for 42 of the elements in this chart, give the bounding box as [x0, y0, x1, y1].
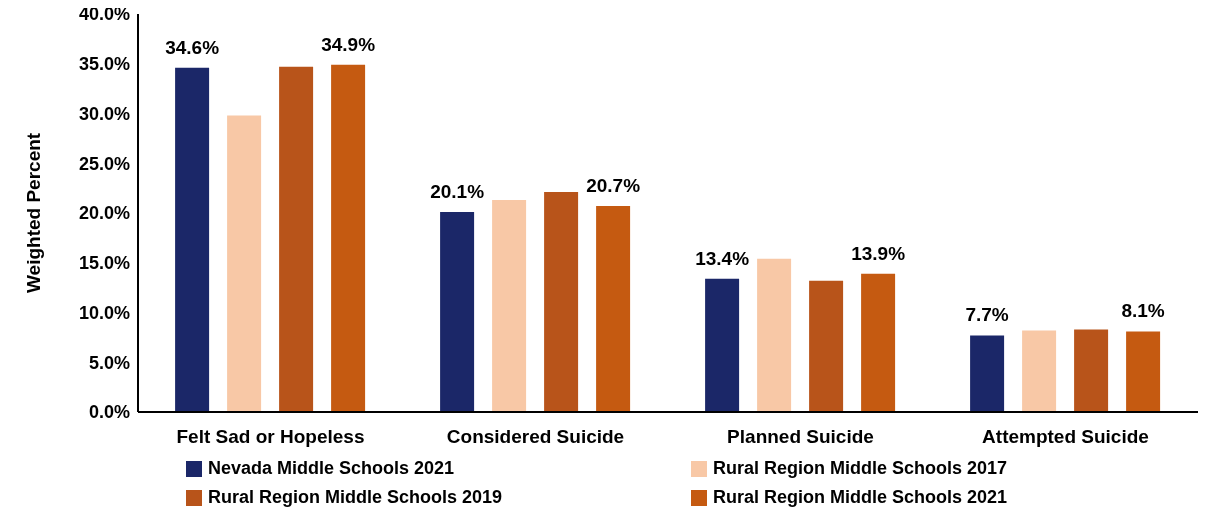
- y-tick-label: 15.0%: [78, 253, 130, 274]
- y-tick-label: 5.0%: [88, 352, 130, 373]
- data-label: 13.4%: [695, 247, 750, 269]
- bar: [757, 258, 792, 412]
- bar: [1126, 331, 1161, 412]
- x-tick-label: Felt Sad or Hopeless: [176, 426, 365, 448]
- x-tick-label: Attempted Suicide: [982, 426, 1149, 448]
- bar: [596, 206, 631, 412]
- bar: [705, 278, 740, 412]
- y-tick-label: 40.0%: [78, 4, 130, 25]
- data-label: 7.7%: [965, 304, 1009, 326]
- bar: [970, 335, 1005, 412]
- legend-label: Rural Region Middle Schools 2017: [713, 458, 1008, 479]
- x-tick-label: Planned Suicide: [727, 426, 874, 448]
- y-tick-label: 10.0%: [78, 302, 130, 323]
- data-label: 13.9%: [851, 242, 906, 264]
- data-label: 20.7%: [586, 175, 641, 197]
- x-tick-label: Considered Suicide: [446, 426, 625, 448]
- bar: [492, 200, 527, 412]
- data-label: 34.9%: [321, 33, 376, 55]
- data-label: 34.6%: [165, 36, 220, 58]
- y-tick-label: 25.0%: [78, 153, 130, 174]
- bar: [440, 212, 475, 412]
- bar: [809, 280, 844, 412]
- bar: [331, 64, 366, 412]
- bar: [175, 67, 210, 412]
- y-tick-label: 0.0%: [88, 402, 130, 423]
- legend-label: Rural Region Middle Schools 2021: [713, 487, 1008, 508]
- legend-label: Nevada Middle Schools 2021: [208, 458, 455, 479]
- bar: [544, 192, 579, 412]
- y-tick-label: 35.0%: [78, 54, 130, 75]
- bar: [279, 66, 314, 412]
- legend-label: Rural Region Middle Schools 2019: [208, 487, 503, 508]
- bar: [861, 273, 896, 412]
- data-label: 8.1%: [1121, 300, 1165, 322]
- y-tick-label: 30.0%: [78, 103, 130, 124]
- bar: [1022, 330, 1057, 412]
- bar: [1074, 329, 1109, 412]
- y-axis-title: Weighted Percent: [22, 132, 44, 293]
- y-tick-label: 20.0%: [78, 203, 130, 224]
- bar: [227, 115, 262, 412]
- data-label: 20.1%: [430, 181, 485, 203]
